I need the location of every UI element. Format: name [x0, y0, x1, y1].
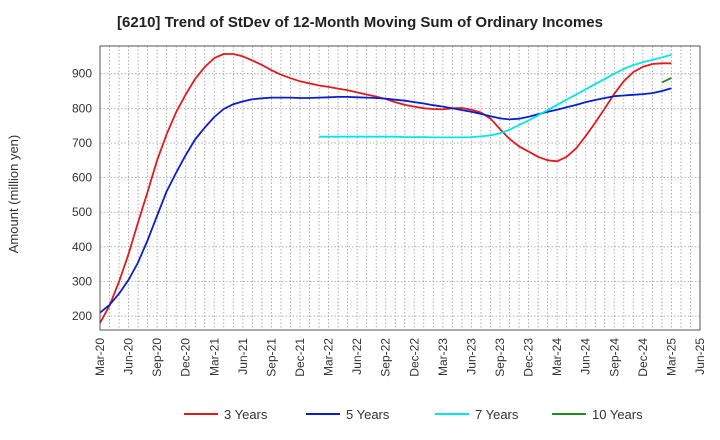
x-tick-label: Mar-20 [93, 338, 107, 376]
series-line-7-years [319, 53, 672, 139]
y-axis-label: Amount (million yen) [6, 135, 21, 254]
x-tick-label: Jun-23 [464, 338, 478, 375]
series-line-10-years [661, 77, 672, 84]
y-tick-label: 500 [72, 205, 92, 219]
series-line-3-years [99, 53, 672, 324]
y-tick-label: 400 [72, 240, 92, 254]
x-tick-label: Mar-24 [550, 338, 564, 376]
x-tick-label: Mar-21 [207, 338, 221, 376]
y-tick-label: 800 [72, 101, 92, 115]
x-tick-label: Mar-22 [322, 338, 336, 376]
x-tick-label: Dec-22 [407, 338, 421, 377]
x-tick-label: Jun-24 [579, 338, 593, 375]
y-tick-label: 900 [72, 67, 92, 81]
series-line-5-years [99, 87, 672, 314]
y-tick-label: 300 [72, 275, 92, 289]
chart-title: [6210] Trend of StDev of 12-Month Moving… [117, 14, 603, 31]
x-tick-label: Sep-22 [379, 338, 393, 377]
legend-label: 5 Years [346, 407, 390, 422]
legend-label: 3 Years [224, 407, 268, 422]
x-tick-label: Mar-25 [664, 338, 678, 376]
y-tick-label: 200 [72, 309, 92, 323]
x-tick-label: Dec-21 [293, 338, 307, 377]
x-tick-label: Jun-20 [122, 338, 136, 375]
x-tick-label: Dec-23 [522, 338, 536, 377]
x-tick-label: Sep-21 [264, 338, 278, 377]
x-tick-label: Dec-20 [179, 338, 193, 377]
x-tick-label: Jun-22 [350, 338, 364, 375]
x-tick-label: Mar-23 [436, 338, 450, 376]
plot-frame [99, 45, 701, 331]
x-tick-label: Sep-24 [607, 338, 621, 377]
x-tick-label: Dec-24 [636, 338, 650, 377]
legend-layer: 3 Years 5 Years 7 Years 10 Years [184, 407, 643, 422]
x-tick-label: Sep-23 [493, 338, 507, 377]
legend-label: 7 Years [475, 407, 519, 422]
series-layer [99, 53, 672, 324]
axis-layer: 200 300 400 500 600 700 800 900 Mar-20 Jun-20 Sep-… [6, 45, 707, 377]
x-tick-label: Jun-25 [693, 338, 707, 375]
x-tick-label: Jun-21 [236, 338, 250, 375]
x-tick-label: Sep-20 [150, 338, 164, 377]
y-tick-label: 700 [72, 136, 92, 150]
y-tick-label: 600 [72, 171, 92, 185]
legend-label: 10 Years [592, 407, 643, 422]
